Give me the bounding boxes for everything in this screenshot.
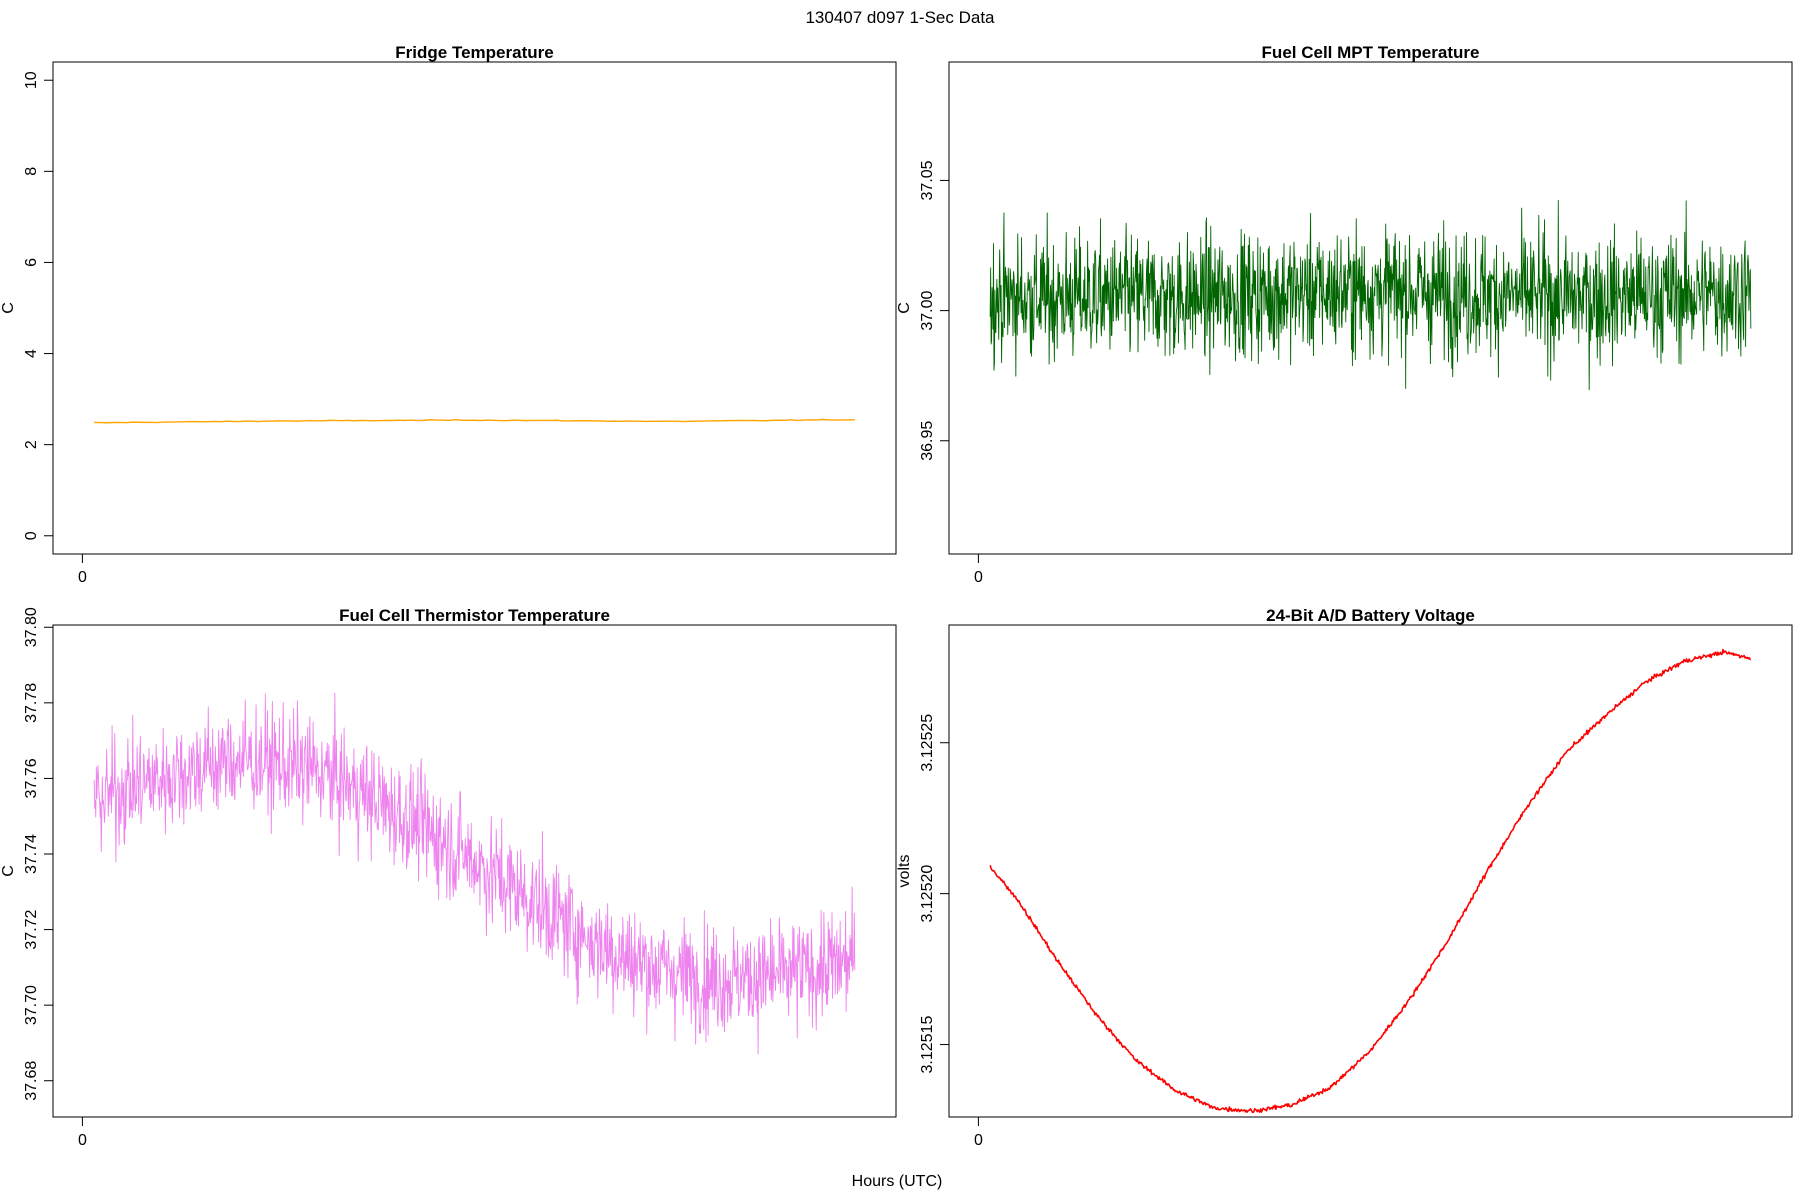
series-line	[989, 648, 1752, 1114]
panel-title: 24-Bit A/D Battery Voltage	[1266, 606, 1475, 625]
series-line	[989, 200, 1752, 391]
y-tick-label: 37.80	[23, 607, 40, 647]
y-tick-label: 37.72	[23, 909, 40, 949]
y-tick-label: 8	[23, 167, 40, 176]
y-tick-label: 37.70	[23, 985, 40, 1025]
panel-3: Fuel Cell Thermistor Temperature C 37.68 37…	[0, 606, 897, 1149]
panel-title: Fridge Temperature	[395, 43, 553, 62]
x-tick-label: 0	[78, 1132, 87, 1149]
y-tick-label: 37.78	[23, 683, 40, 723]
x-tick-label: 0	[974, 1132, 983, 1149]
panel-title: Fuel Cell MPT Temperature	[1262, 43, 1480, 62]
panel-4: 24-Bit A/D Battery Voltage volts 3.12515 3.…	[896, 606, 1793, 1149]
y-tick-label: 3.12525	[919, 714, 936, 772]
y-axis-label: C	[896, 302, 913, 314]
figure-xlabel: Hours (UTC)	[852, 1173, 943, 1190]
y-axis-label: C	[0, 302, 17, 314]
plot-frame	[948, 61, 1793, 555]
y-tick-label: 37.74	[23, 834, 40, 874]
y-tick-label: 37.76	[23, 758, 40, 798]
y-tick-label: 4	[23, 349, 40, 358]
panel-title: Fuel Cell Thermistor Temperature	[339, 606, 610, 625]
series-line	[94, 418, 855, 424]
plot-frame	[948, 624, 1793, 1118]
y-tick-label: 37.00	[919, 290, 936, 330]
plot-frame	[52, 61, 897, 555]
y-tick-label: 6	[23, 258, 40, 267]
y-axis-label: volts	[896, 855, 913, 888]
series-line	[93, 692, 856, 1055]
y-tick-label: 3.12515	[919, 1016, 936, 1074]
plot-frame	[52, 624, 897, 1118]
panel-2: Fuel Cell MPT Temperature C 36.95 37.00 37.0…	[896, 43, 1793, 586]
y-tick-label: 0	[23, 531, 40, 540]
panel-1: Fridge Temperature C 0 2 4 6 8 10 0	[0, 43, 897, 586]
y-tick-label: 10	[23, 71, 40, 89]
y-tick-label: 2	[23, 440, 40, 449]
x-tick-label: 0	[974, 569, 983, 586]
y-tick-label: 37.68	[23, 1061, 40, 1101]
y-tick-label: 3.12520	[919, 865, 936, 923]
y-tick-label: 36.95	[919, 421, 936, 461]
y-tick-label: 37.05	[919, 160, 936, 200]
x-tick-label: 0	[78, 569, 87, 586]
figure-title: 130407 d097 1-Sec Data	[805, 8, 995, 27]
y-axis-label: C	[0, 865, 17, 877]
